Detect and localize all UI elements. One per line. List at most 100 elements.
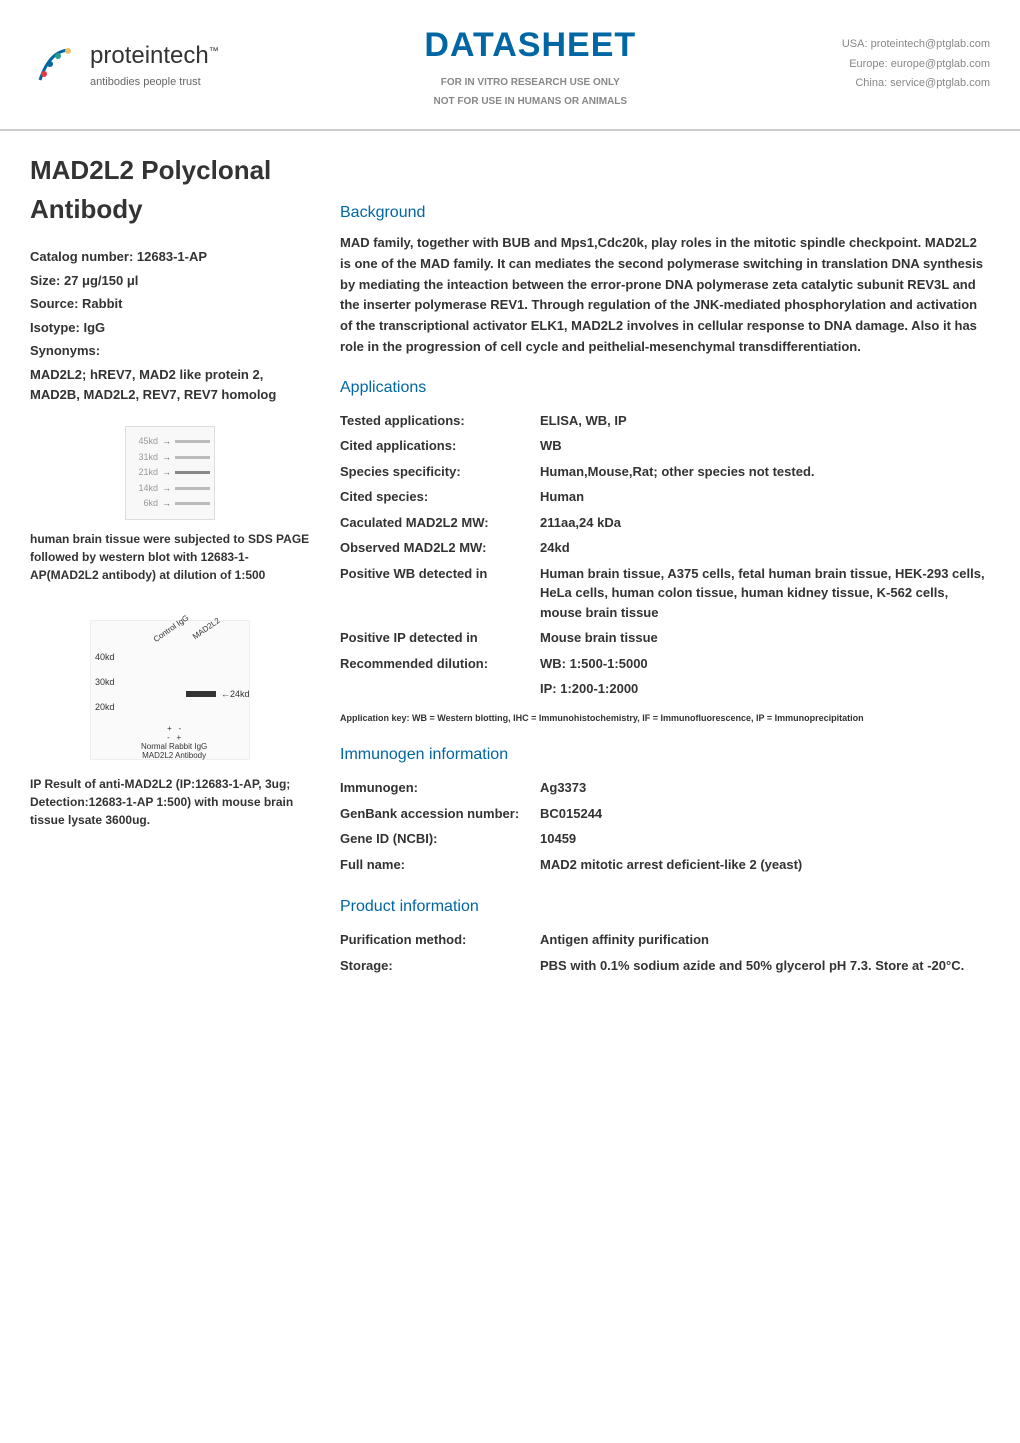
applications-row: Caculated MAD2L2 MW:211aa,24 kDa [340, 510, 990, 536]
meta-catalog: Catalog number: 12683-1-AP [30, 247, 310, 267]
immunogen-row-value: 10459 [540, 826, 990, 852]
product-info-row-label: Storage: [340, 953, 540, 979]
meta-size-label: Size: [30, 273, 60, 288]
ip-y-0: 40kd [95, 651, 115, 665]
main-content: MAD2L2 Polyclonal Antibody Catalog numbe… [0, 131, 1020, 998]
meta-source-value: Rabbit [82, 296, 122, 311]
immunogen-row-label: GenBank accession number: [340, 801, 540, 827]
applications-row-value: WB [540, 433, 990, 459]
applications-row-label: Observed MAD2L2 MW: [340, 535, 540, 561]
disclaimer-line-2: NOT FOR USE IN HUMANS OR ANIMALS [219, 94, 842, 109]
background-text: MAD family, together with BUB and Mps1,C… [340, 233, 990, 358]
applications-row-value: ELISA, WB, IP [540, 408, 990, 434]
gel1-label-3: 14kd [130, 482, 158, 496]
meta-catalog-value: 12683-1-AP [137, 249, 207, 264]
datasheet-word: DATASHEET [219, 20, 842, 71]
ip-legend: + - - + Normal Rabbit IgG MAD2L2 Antibod… [141, 725, 207, 760]
ip-y-1: 30kd [95, 676, 115, 690]
datasheet-title-block: DATASHEET FOR IN VITRO RESEARCH USE ONLY… [219, 20, 842, 109]
left-column: MAD2L2 Polyclonal Antibody Catalog numbe… [30, 151, 310, 978]
applications-table: Tested applications:ELISA, WB, IPCited a… [340, 408, 990, 702]
product-info-table: Purification method:Antigen affinity pur… [340, 927, 990, 978]
immunogen-row-label: Immunogen: [340, 775, 540, 801]
product-title: MAD2L2 Polyclonal Antibody [30, 151, 310, 229]
brand-tm: ™ [209, 46, 219, 57]
applications-key: Application key: WB = Western blotting, … [340, 712, 990, 726]
meta-isotype: Isotype: IgG [30, 318, 310, 338]
product-info-row-value: Antigen affinity purification [540, 927, 990, 953]
brand-name-word: proteintech [90, 42, 209, 69]
meta-synonyms: Synonyms: [30, 341, 310, 361]
gel-sketch-1: 45kd→ 31kd→ 21kd→ 14kd→ 6kd→ [125, 426, 215, 520]
applications-row: Positive WB detected inHuman brain tissu… [340, 561, 990, 626]
brand-name: proteintech™ [90, 38, 219, 74]
product-info-row-label: Purification method: [340, 927, 540, 953]
gel1-label-0: 45kd [130, 435, 158, 449]
header: proteintech™ antibodies people trust DAT… [0, 0, 1020, 131]
contacts-block: USA: proteintech@ptglab.com Europe: euro… [842, 35, 990, 94]
applications-row: Recommended dilution:WB: 1:500-1:5000 [340, 651, 990, 677]
meta-synonyms-label: Synonyms: [30, 343, 100, 358]
immunogen-row: GenBank accession number:BC015244 [340, 801, 990, 827]
meta-source-label: Source: [30, 296, 78, 311]
applications-row-value: IP: 1:200-1:2000 [540, 676, 990, 702]
ip-lane-1: MAD2L2 [190, 615, 222, 643]
applications-row-value: WB: 1:500-1:5000 [540, 651, 990, 677]
logo-icon [30, 40, 80, 90]
applications-row-label: Cited applications: [340, 433, 540, 459]
synonyms-text: MAD2L2; hREV7, MAD2 like protein 2, MAD2… [30, 365, 310, 407]
contact-europe: Europe: europe@ptglab.com [842, 55, 990, 75]
disclaimer-line-1: FOR IN VITRO RESEARCH USE ONLY [219, 75, 842, 90]
applications-row: Species specificity:Human,Mouse,Rat; oth… [340, 459, 990, 485]
applications-row-value: 24kd [540, 535, 990, 561]
applications-row-value: Human,Mouse,Rat; other species not teste… [540, 459, 990, 485]
immunogen-table: Immunogen:Ag3373GenBank accession number… [340, 775, 990, 877]
applications-row-value: Human [540, 484, 990, 510]
meta-isotype-label: Isotype: [30, 320, 80, 335]
meta-size: Size: 27 μg/150 μl [30, 271, 310, 291]
immunogen-heading: Immunogen information [340, 743, 990, 767]
brand-tagline: antibodies people trust [90, 74, 219, 91]
immunogen-row: Full name:MAD2 mitotic arrest deficient-… [340, 852, 990, 878]
meta-size-value: 27 μg/150 μl [64, 273, 138, 288]
applications-row: Positive IP detected inMouse brain tissu… [340, 625, 990, 651]
immunogen-row-value: BC015244 [540, 801, 990, 827]
applications-row-label: Cited species: [340, 484, 540, 510]
ip-arrow-label: ←24kd [221, 688, 250, 702]
immunogen-row: Gene ID (NCBI):10459 [340, 826, 990, 852]
gel1-label-2: 21kd [130, 466, 158, 480]
immunogen-row-value: MAD2 mitotic arrest deficient-like 2 (ye… [540, 852, 990, 878]
gel2-caption: IP Result of anti-MAD2L2 (IP:12683-1-AP,… [30, 775, 310, 829]
gel1-caption: human brain tissue were subjected to SDS… [30, 530, 310, 584]
applications-row: Cited applications:WB [340, 433, 990, 459]
applications-row-label: Tested applications: [340, 408, 540, 434]
product-info-row-value: PBS with 0.1% sodium azide and 50% glyce… [540, 953, 990, 979]
contact-usa: USA: proteintech@ptglab.com [842, 35, 990, 55]
applications-row-label: Positive WB detected in [340, 561, 540, 626]
ip-legend-text: Normal Rabbit IgG MAD2L2 Antibody [141, 743, 207, 761]
product-info-row: Storage:PBS with 0.1% sodium azide and 5… [340, 953, 990, 979]
applications-row-label: Species specificity: [340, 459, 540, 485]
immunogen-row-value: Ag3373 [540, 775, 990, 801]
logo-text: proteintech™ antibodies people trust [90, 38, 219, 91]
applications-row-value: 211aa,24 kDa [540, 510, 990, 536]
immunogen-row: Immunogen:Ag3373 [340, 775, 990, 801]
ip-y-2: 20kd [95, 701, 115, 715]
ip-lane-0: Control IgG [151, 612, 191, 645]
applications-row-label: Positive IP detected in [340, 625, 540, 651]
applications-row: Observed MAD2L2 MW:24kd [340, 535, 990, 561]
immunogen-row-label: Full name: [340, 852, 540, 878]
contact-china: China: service@ptglab.com [842, 74, 990, 94]
applications-row: IP: 1:200-1:2000 [340, 676, 990, 702]
gel-image-2: Control IgG MAD2L2 40kd 30kd 20kd ←24kd … [30, 604, 310, 766]
applications-row: Cited species:Human [340, 484, 990, 510]
product-info-row: Purification method:Antigen affinity pur… [340, 927, 990, 953]
applications-row-label: Caculated MAD2L2 MW: [340, 510, 540, 536]
gel1-label-4: 6kd [130, 497, 158, 511]
meta-source: Source: Rabbit [30, 294, 310, 314]
ip-sketch: Control IgG MAD2L2 40kd 30kd 20kd ←24kd … [90, 620, 250, 760]
applications-row-value: Human brain tissue, A375 cells, fetal hu… [540, 561, 990, 626]
background-heading: Background [340, 201, 990, 225]
applications-heading: Applications [340, 376, 990, 400]
ip-band [186, 691, 216, 697]
